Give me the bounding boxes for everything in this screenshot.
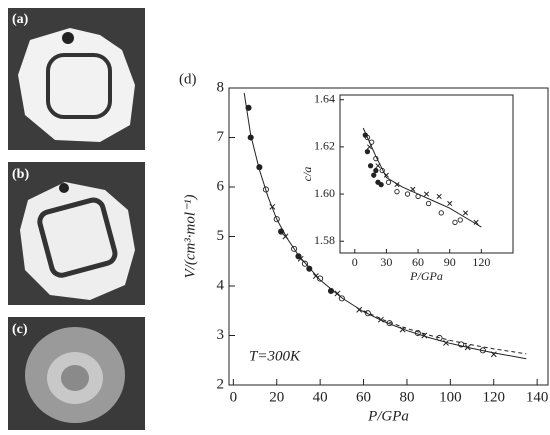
y-axis-label: V/(cm³·mol⁻¹) <box>182 195 198 279</box>
cross-point <box>421 332 428 339</box>
panel-label: (a) <box>12 12 29 27</box>
data-point <box>385 179 392 185</box>
data-point <box>301 260 309 267</box>
data-point <box>452 219 458 225</box>
y-axis-label: c/a <box>300 167 314 182</box>
data-point <box>378 181 384 188</box>
cross-point <box>334 290 341 297</box>
data-point <box>379 167 385 174</box>
x-tick-label: 140 <box>526 389 549 405</box>
x-tick-label: 60 <box>356 389 371 405</box>
cross-point <box>462 210 469 216</box>
data-point <box>364 148 371 155</box>
data-point <box>457 217 463 223</box>
data-point <box>436 334 443 342</box>
cross-point <box>377 316 384 323</box>
cross-point <box>464 344 471 351</box>
cross-point <box>394 182 400 188</box>
y-tick-label: 7 <box>217 129 225 145</box>
data-point <box>278 228 285 235</box>
data-point <box>415 193 421 200</box>
y-tick-label: 1.58 <box>314 233 335 247</box>
data-point <box>367 163 374 169</box>
cross-point <box>312 273 319 280</box>
cross-point <box>366 144 373 150</box>
data-point <box>338 295 345 302</box>
y-tick-label: 3 <box>217 327 225 343</box>
data-point <box>364 134 371 141</box>
x-tick-label: 120 <box>482 389 505 405</box>
data-point <box>247 134 254 141</box>
fit-line <box>363 310 527 355</box>
x-tick-label: 0 <box>352 255 358 269</box>
x-tick-label: 20 <box>269 389 284 405</box>
data-point <box>386 320 393 327</box>
panel-label: (d) <box>179 71 197 87</box>
x-tick-label: 40 <box>313 389 328 405</box>
cross-point <box>383 172 389 178</box>
data-point <box>414 329 421 337</box>
data-point <box>458 341 465 348</box>
data-point <box>317 275 324 282</box>
x-tick-label: 0 <box>230 389 238 405</box>
x-axis-label: P/GPa <box>409 269 443 283</box>
cross-point <box>399 326 406 333</box>
y-tick-label: 8 <box>217 79 225 95</box>
fit-line <box>243 92 527 360</box>
x-tick-label: 80 <box>399 389 414 405</box>
cross-point <box>410 186 416 192</box>
cross-point <box>443 339 449 346</box>
x-tick-label: 120 <box>472 255 490 269</box>
cross-point <box>375 163 381 169</box>
data-point <box>394 189 400 195</box>
data-point <box>327 287 335 295</box>
x-tick-label: 60 <box>412 255 424 269</box>
cross-point <box>423 191 430 197</box>
data-point <box>373 167 379 174</box>
cross-point <box>447 200 453 207</box>
cross-point <box>356 306 363 313</box>
y-tick-label: 1.64 <box>314 91 335 105</box>
cross-point <box>436 193 442 199</box>
data-point <box>371 172 377 178</box>
panel-label: (b) <box>12 167 29 182</box>
x-tick-label: 90 <box>444 255 456 269</box>
data-point <box>438 210 444 216</box>
y-tick-label: 4 <box>217 277 225 293</box>
data-point <box>273 216 280 223</box>
photo-c: (c) <box>8 317 145 430</box>
data-point <box>373 156 379 162</box>
x-tick-label: 30 <box>380 255 392 269</box>
data-point <box>479 347 486 354</box>
plot-frame <box>339 94 514 254</box>
x-axis-label: P/GPa <box>367 408 409 424</box>
y-tick-label: 1.62 <box>314 139 335 153</box>
y-tick-label: 6 <box>217 178 225 194</box>
data-point <box>404 191 411 197</box>
data-point <box>291 245 298 252</box>
panel-label: (c) <box>12 322 28 337</box>
data-point <box>256 164 263 171</box>
photo-b: (b) <box>8 162 145 305</box>
cross-point <box>282 233 289 240</box>
y-tick-label: 1.60 <box>314 186 335 200</box>
data-point <box>262 186 269 193</box>
cross-point <box>297 255 304 262</box>
y-tick-label: 5 <box>217 228 225 244</box>
data-point <box>368 139 375 145</box>
data-point <box>425 200 432 207</box>
cross-point <box>473 219 479 225</box>
x-tick-label: 100 <box>439 389 462 405</box>
y-tick-label: 2 <box>217 376 225 392</box>
data-point <box>306 265 313 272</box>
cross-point <box>269 203 276 210</box>
photo-a: (a) <box>8 8 145 150</box>
cross-point <box>490 351 497 358</box>
data-point <box>245 104 252 111</box>
data-point <box>364 310 371 317</box>
annotation: T=300K <box>249 348 301 364</box>
